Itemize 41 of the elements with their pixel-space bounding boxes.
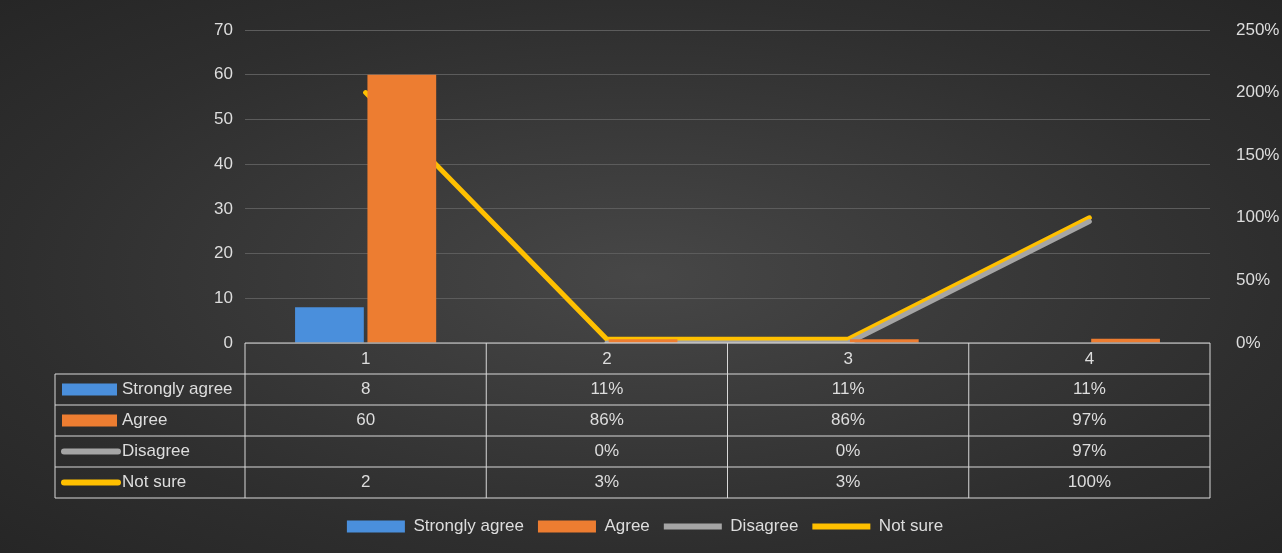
data-label: 100% xyxy=(1067,472,1112,492)
data-label: 86% xyxy=(589,410,624,430)
data-label: 8 xyxy=(360,379,371,399)
y-tick-label: 10 xyxy=(214,287,233,307)
x-tick-label: 3 xyxy=(843,348,853,368)
y-tick-label: 40 xyxy=(214,153,233,173)
y2-tick-label: 0% xyxy=(1236,332,1261,352)
y-tick-label: 20 xyxy=(214,243,233,263)
y-tick-label: 60 xyxy=(214,64,233,84)
y-tick-label: 50 xyxy=(214,109,233,129)
legend-label: Disagree xyxy=(730,516,799,536)
y-tick-label: 0 xyxy=(223,332,233,352)
data-label: 97% xyxy=(1072,410,1107,430)
y-tick-label: 70 xyxy=(214,19,233,39)
y2-tick-label: 200% xyxy=(1236,82,1280,102)
y2-tick-label: 50% xyxy=(1236,270,1271,290)
y-tick-label: 30 xyxy=(214,198,233,218)
text: Not sure xyxy=(122,472,187,492)
data-label: 3% xyxy=(835,472,861,492)
data-label: 0% xyxy=(835,441,861,461)
x-tick-label: 2 xyxy=(602,348,612,368)
data-label: 2 xyxy=(360,472,371,492)
y2-tick-label: 250% xyxy=(1236,19,1280,39)
legend-label: Not sure xyxy=(878,516,944,536)
data-label: 11% xyxy=(831,379,865,399)
text: Agree xyxy=(122,410,168,430)
data-label: 60 xyxy=(356,410,376,430)
data-label: 3% xyxy=(594,472,620,492)
data-label: 86% xyxy=(831,410,866,430)
y2-tick-label: 150% xyxy=(1236,144,1280,164)
x-tick-label: 4 xyxy=(1084,348,1095,368)
legend-label: Agree xyxy=(604,516,650,536)
data-label: 11% xyxy=(590,379,624,399)
x-tick-label: 1 xyxy=(360,348,371,368)
data-label: 11% xyxy=(1072,379,1106,399)
data-label: 0% xyxy=(594,441,620,461)
data-label: 97% xyxy=(1072,441,1107,461)
legend-label: Strongly agree xyxy=(122,379,233,399)
text: Strongly agree xyxy=(413,516,524,536)
text: Disagree xyxy=(122,441,191,461)
y2-tick-label: 100% xyxy=(1236,207,1280,227)
